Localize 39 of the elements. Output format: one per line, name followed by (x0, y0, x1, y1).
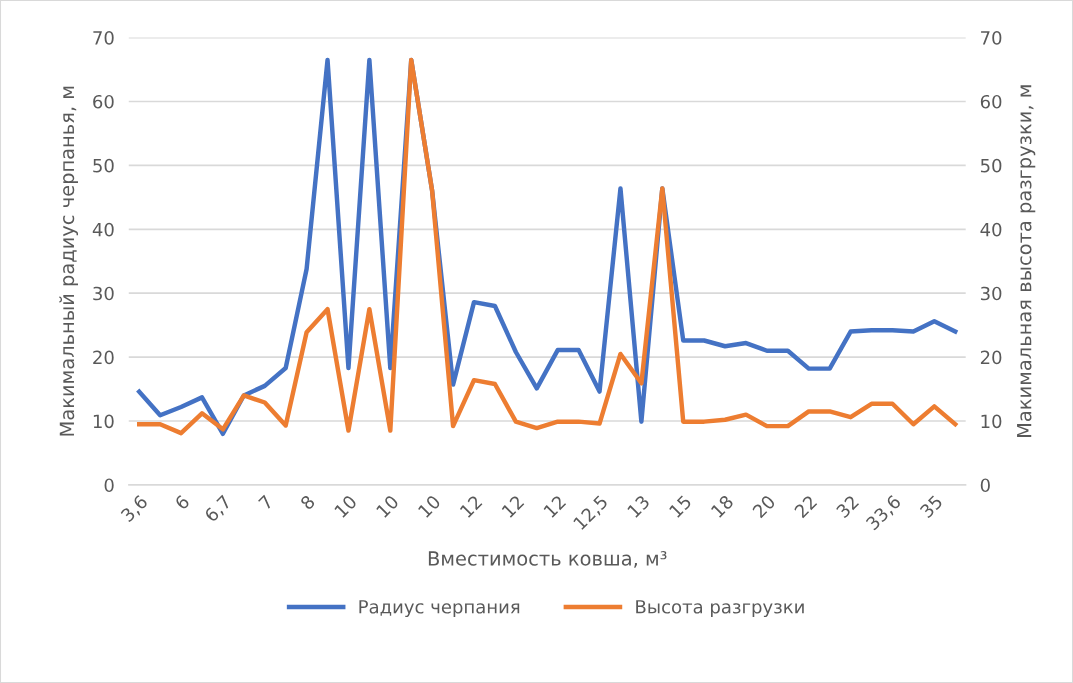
x-tick-label: 6,7 (203, 494, 234, 524)
x-tick-label: 18 (710, 494, 735, 518)
x-tick-label: 32 (835, 494, 860, 519)
y2-tick-label: 10 (981, 414, 1002, 429)
x-tick-label: 13 (626, 494, 651, 518)
x-tick-label: 12 (459, 494, 483, 518)
y2-tick-label: 60 (980, 94, 1002, 109)
y-tick-label: 20 (93, 350, 114, 365)
x-tick-label: 7 (258, 494, 274, 511)
y-tick-label: 50 (93, 158, 114, 173)
y2-tick-label: 70 (981, 31, 1002, 45)
x-axis-title: Вместимость ковша, м³ (428, 551, 667, 568)
y2-axis-title: Макимальная высота разгрузки, м (1017, 85, 1036, 437)
x-tick-label: 10 (333, 494, 358, 518)
legend-label: Радиус черпания (359, 600, 520, 618)
legend-label: Высота разгрузки (636, 600, 804, 618)
x-tick-label: 22 (793, 494, 818, 519)
y-axis-title: Макимальный радиус черпанья, м (59, 86, 79, 436)
y2-tick-label: 20 (980, 350, 1002, 365)
y2-tick-label: 0 (980, 478, 990, 493)
y2-tick-label: 40 (980, 222, 1002, 237)
y2-tick-label: 50 (980, 158, 1002, 173)
x-tick-label: 35 (919, 494, 944, 519)
y-tick-label: 0 (104, 478, 114, 493)
x-tick-label: 10 (375, 494, 400, 518)
x-tick-label: 12 (501, 494, 525, 518)
x-tick-label: 15 (668, 494, 692, 518)
x-tick-label: 10 (417, 494, 442, 518)
y-tick-label: 60 (93, 94, 114, 109)
y-tick-label: 30 (93, 286, 114, 301)
y-tick-label: 70 (93, 31, 114, 45)
y-tick-label: 40 (92, 222, 114, 237)
x-tick-label: 20 (751, 494, 776, 519)
y-tick-label: 10 (93, 414, 114, 429)
x-tick-label: 12 (543, 494, 567, 518)
x-tick-label: 3,6 (120, 494, 150, 524)
y2-tick-label: 30 (980, 286, 1002, 301)
x-tick-label: 6 (174, 494, 191, 511)
x-tick-label: 8 (299, 494, 316, 511)
